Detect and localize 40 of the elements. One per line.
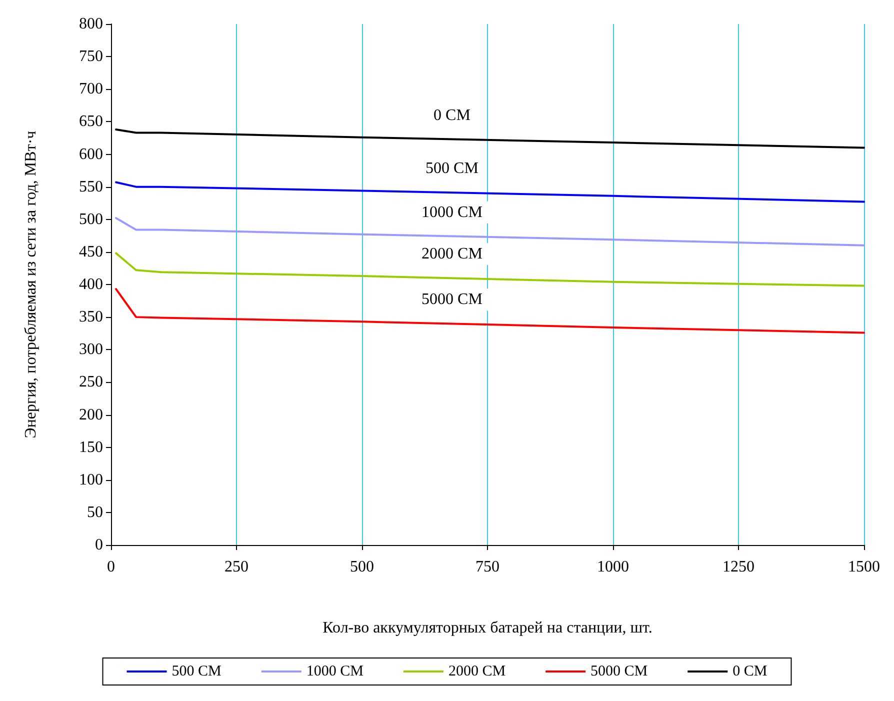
text: 2000 СМ xyxy=(422,246,482,263)
y-axis-title: Энергия, потребляемая из сети за год, МВт·ч xyxy=(22,130,40,438)
legend-label: 5000 СМ xyxy=(590,664,648,680)
x-tick-label: 1500 xyxy=(848,558,880,576)
text: 1000 СМ xyxy=(422,204,482,221)
y-tick-label: 450 xyxy=(79,243,103,260)
y-tick-label: 750 xyxy=(79,48,103,66)
line-series xyxy=(115,288,865,334)
x-tick-label: 0 xyxy=(107,558,115,576)
text: 500 СМ xyxy=(426,160,478,178)
y-tick-label: 800 xyxy=(79,16,103,32)
legend-label: 0 СМ xyxy=(732,664,768,680)
line-series xyxy=(115,181,865,203)
x-tick-label: 500 xyxy=(350,558,374,576)
y-tick-label: 600 xyxy=(79,146,103,163)
y-tick-label: 650 xyxy=(79,113,103,130)
x-axis-title: Кол-во аккумуляторных батарей на станции, шт. xyxy=(322,620,652,636)
legend-label: 2000 СМ xyxy=(448,664,506,680)
y-tick-label: 50 xyxy=(87,504,103,521)
line-series xyxy=(115,128,865,149)
x-tick-label: 1000 xyxy=(597,558,629,576)
x-tick-label: 250 xyxy=(224,558,248,576)
legend-label: 500 СМ xyxy=(172,664,222,680)
y-tick-label: 100 xyxy=(79,471,103,488)
legend-label: 1000 СМ xyxy=(306,664,364,680)
y-tick-label: 0 xyxy=(95,536,103,554)
y-tick-label: 400 xyxy=(79,276,103,293)
y-tick-label: 500 xyxy=(79,210,103,228)
y-tick-label: 200 xyxy=(79,406,103,424)
y-tick-label: 550 xyxy=(79,178,103,196)
text: 0 СМ xyxy=(434,106,470,124)
y-tick-label: 700 xyxy=(79,80,103,98)
line-series xyxy=(115,217,865,246)
x-tick-label: 1250 xyxy=(722,558,754,576)
text: 5000 СМ xyxy=(422,291,482,308)
y-tick-label: 150 xyxy=(79,438,103,456)
y-tick-label: 350 xyxy=(79,308,103,326)
y-tick-label: 250 xyxy=(79,374,103,391)
y-tick-label: 300 xyxy=(79,341,103,358)
x-tick-label: 750 xyxy=(476,558,500,576)
